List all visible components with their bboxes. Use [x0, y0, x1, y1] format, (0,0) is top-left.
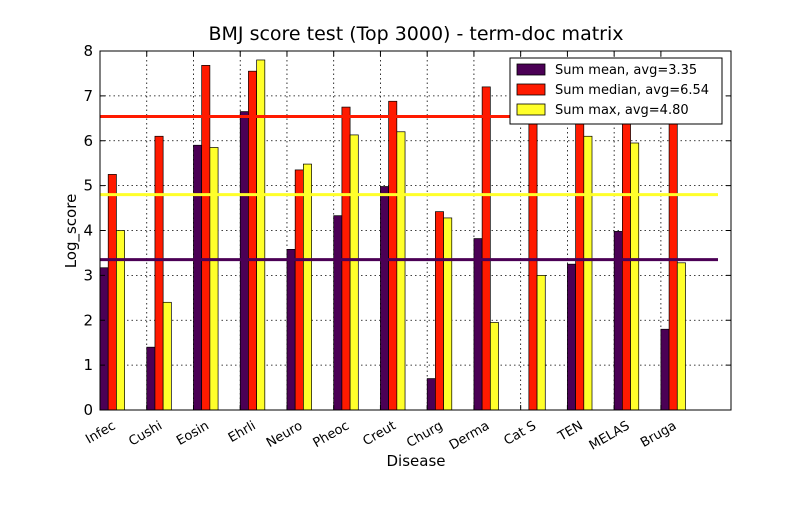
- y-tick-label: 4: [83, 222, 93, 240]
- bar-cushi-series-2: [154, 135, 164, 411]
- bar-cat-s-series-2: [528, 117, 538, 411]
- y-tick-label: 5: [83, 177, 93, 195]
- bar-pheoc-series-1: [333, 215, 343, 411]
- bar-ehrli-series-2: [248, 70, 257, 411]
- bar-cat-s-series-3: [536, 275, 546, 411]
- bar-neuro-series-3: [303, 163, 312, 411]
- bar-creut-series-2: [388, 100, 398, 411]
- y-tick-label: 7: [83, 87, 93, 105]
- bar-churg-series-2: [435, 211, 444, 411]
- bar-bruga-series-1: [660, 328, 670, 411]
- bar-ten-series-2: [575, 116, 585, 411]
- bar-churg-series-3: [443, 217, 453, 411]
- bar-infec-series-1: [99, 267, 109, 411]
- legend-label-sum-median: Sum median, avg=6.54: [555, 83, 709, 98]
- y-tick-label: 0: [83, 401, 93, 419]
- bar-infec-series-3: [116, 230, 125, 411]
- bar-ten-series-3: [583, 135, 593, 411]
- x-axis-title: Disease: [387, 452, 446, 470]
- y-axis-ticks: 0 1 2 3 4 5 6 7 8: [83, 42, 731, 419]
- legend-swatch-sum-max: [516, 103, 546, 116]
- bar-melas-series-2: [621, 116, 631, 411]
- bar-infec-series-2: [107, 174, 117, 411]
- bar-churg-series-1: [426, 378, 436, 411]
- bar-derma-series-2: [481, 86, 491, 411]
- y-axis-title: Log_score: [62, 194, 81, 269]
- bar-neuro-series-2: [294, 169, 304, 411]
- bar-neuro-series-1: [286, 248, 296, 411]
- legend-label-sum-mean: Sum mean, avg=3.35: [555, 63, 697, 78]
- legend: Sum mean, avg=3.35 Sum median, avg=6.54 …: [509, 57, 723, 125]
- bar-creut-series-3: [396, 131, 406, 411]
- bar-derma-series-1: [473, 238, 483, 411]
- legend-swatch-sum-mean: [516, 63, 546, 76]
- y-tick-label: 1: [83, 356, 93, 374]
- legend-label-sum-max: Sum max, avg=4.80: [555, 103, 689, 118]
- bar-pheoc-series-3: [349, 134, 359, 411]
- bar-bruga-series-2: [668, 116, 678, 411]
- y-tick-label: 8: [83, 42, 93, 60]
- chart-title: BMJ score test (Top 3000) - term-doc mat…: [209, 23, 624, 45]
- bar-bruga-series-3: [676, 262, 686, 411]
- bar-derma-series-3: [489, 322, 499, 411]
- legend-swatch-sum-median: [516, 83, 546, 96]
- bar-creut-series-1: [380, 186, 389, 411]
- bar-cushi-series-1: [146, 346, 156, 411]
- bar-eosin-series-1: [193, 144, 203, 411]
- bar-ehrli-series-3: [256, 59, 266, 411]
- bar-cushi-series-3: [162, 301, 172, 411]
- bar-eosin-series-3: [209, 147, 219, 411]
- y-tick-label: 6: [83, 132, 93, 150]
- y-tick-label: 3: [83, 266, 93, 284]
- bar-melas-series-3: [630, 142, 640, 411]
- y-tick-label: 2: [83, 311, 93, 329]
- bar-ten-series-1: [567, 263, 576, 411]
